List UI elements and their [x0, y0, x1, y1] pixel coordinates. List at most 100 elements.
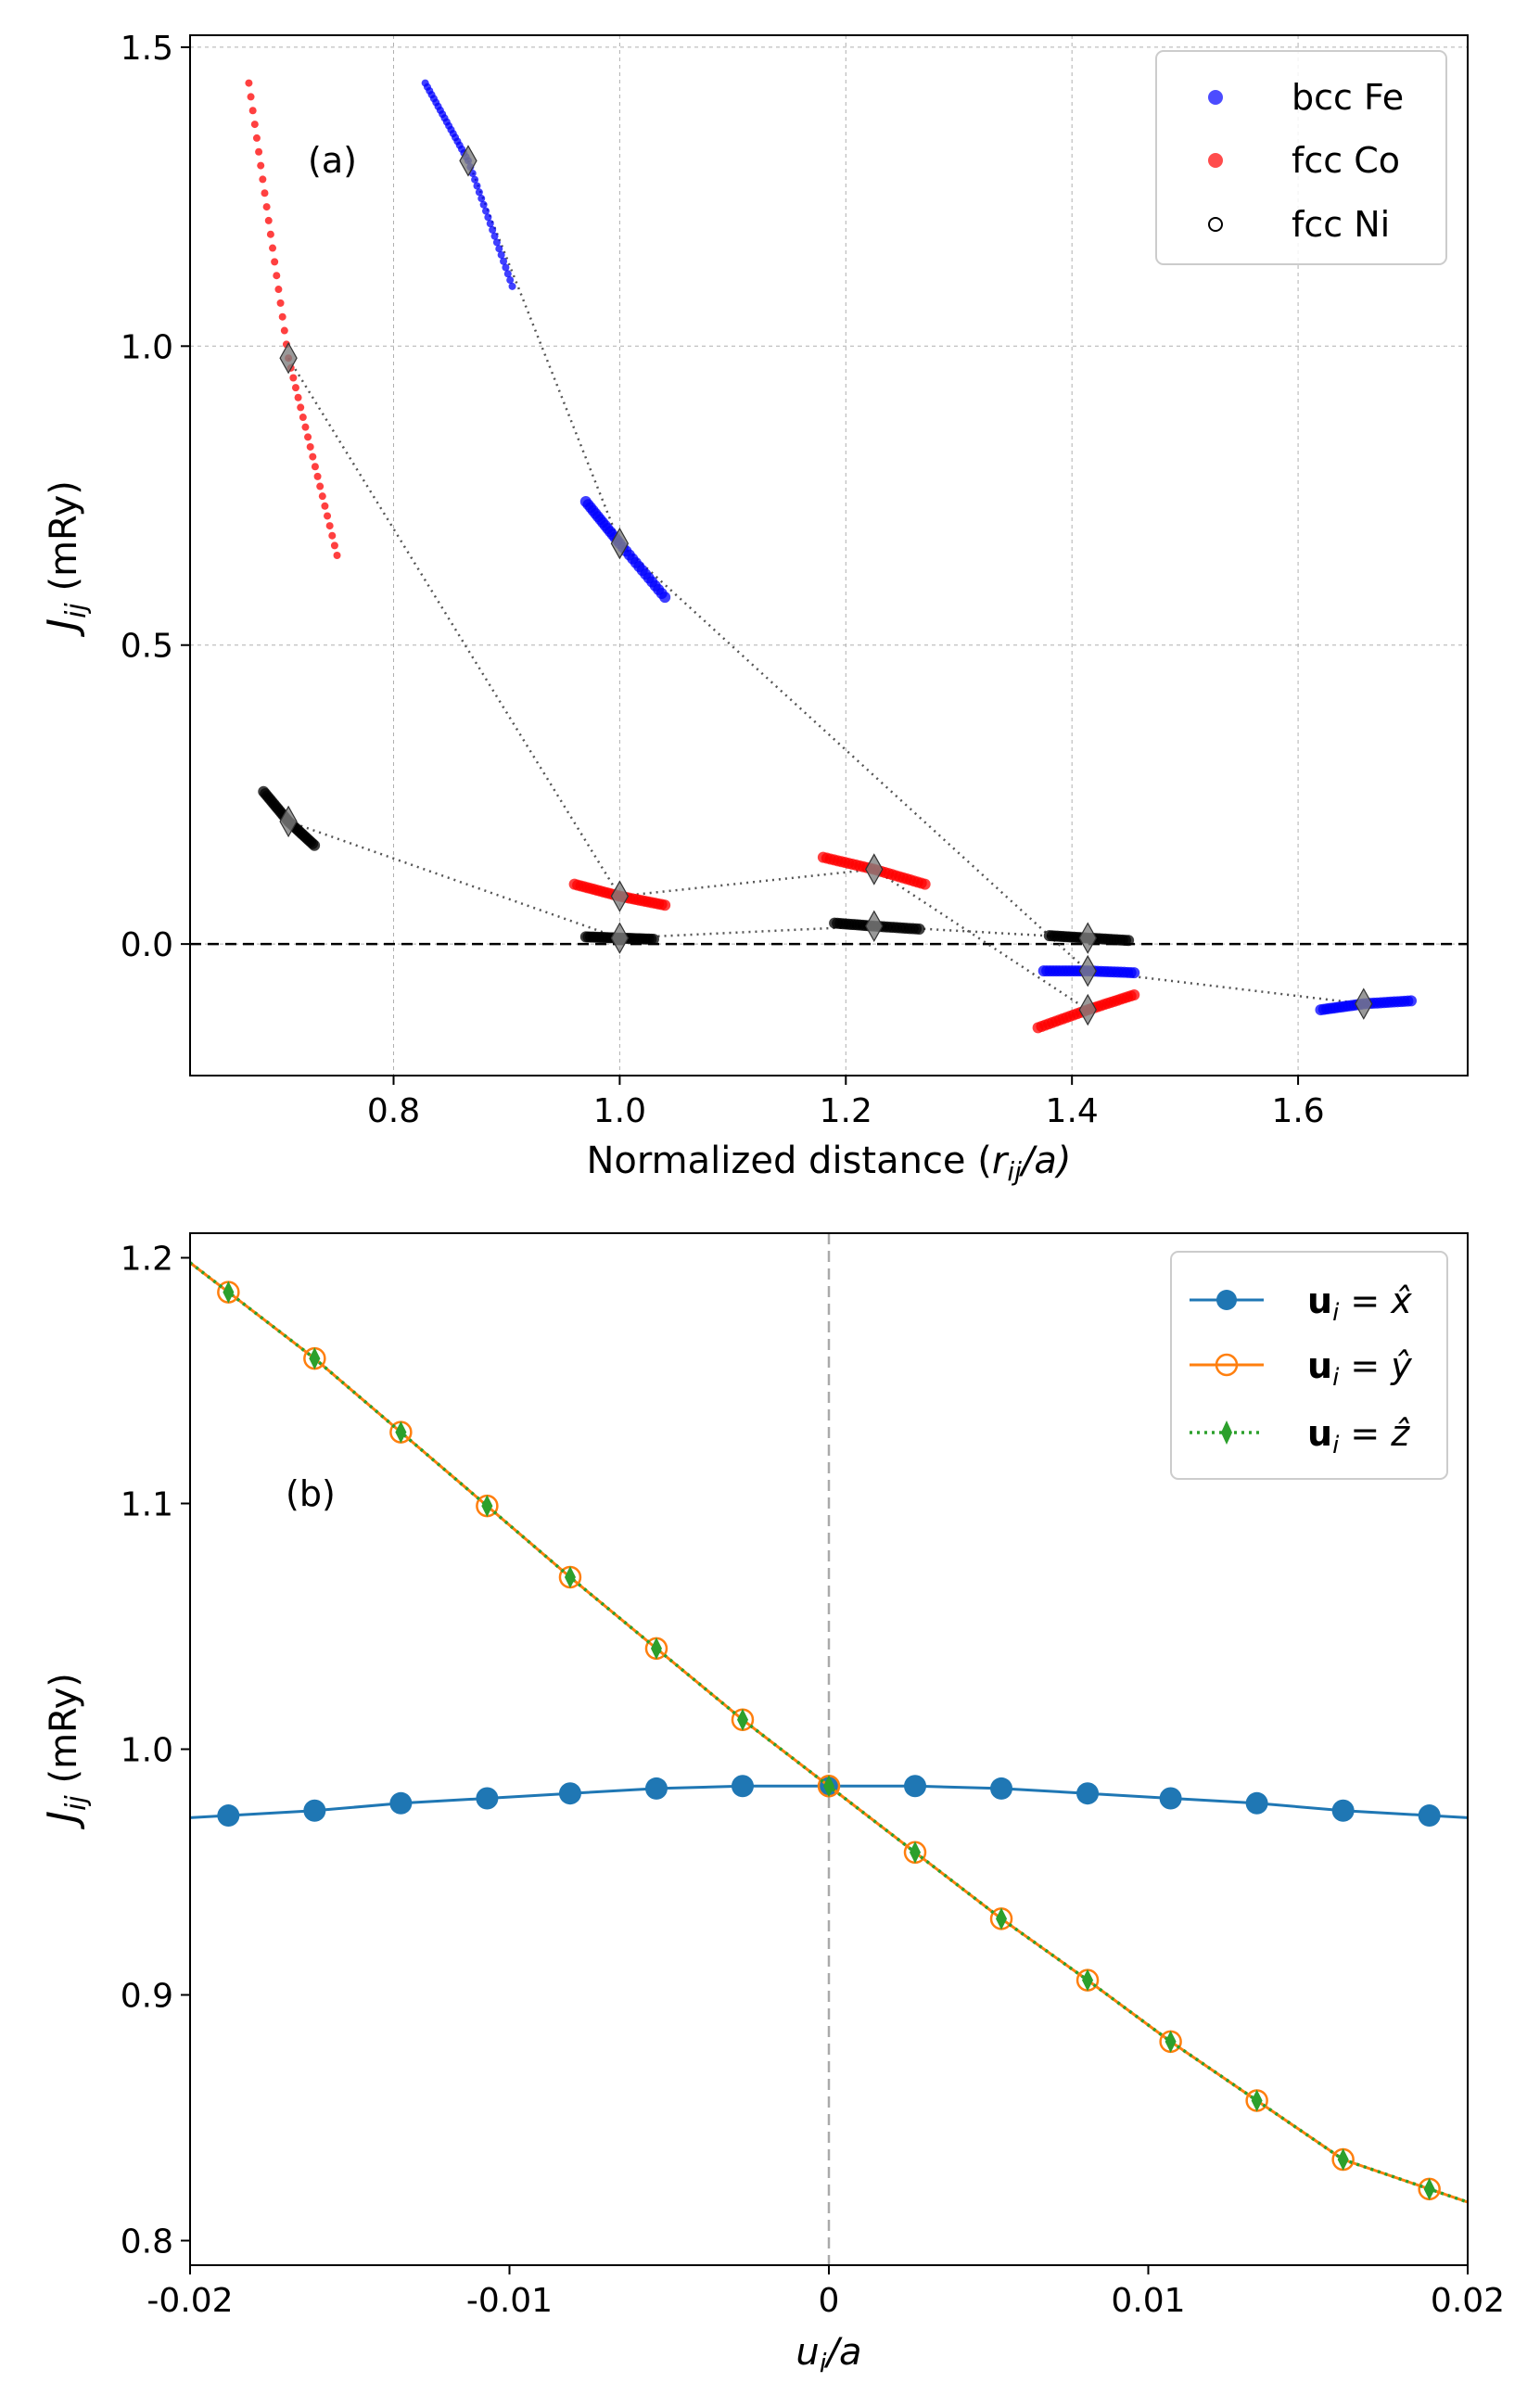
point-fcc-co — [919, 878, 931, 890]
tick-label-x-b: 0 — [819, 2282, 840, 2320]
tick-label-x-a: 0.8 — [367, 1092, 420, 1130]
equilibrium-marker-fcc-co — [865, 853, 884, 885]
series-uz-point — [1423, 2177, 1435, 2200]
segment-bcc-fe — [421, 79, 516, 290]
segment-bcc-fe — [1315, 987, 1418, 1020]
point-fcc-co — [299, 414, 307, 422]
point-fcc-co — [328, 531, 337, 540]
connector-bcc-fe — [466, 159, 1364, 1005]
x-axis-label-b: ui/a — [795, 2331, 861, 2378]
series-ux-point — [731, 1775, 754, 1798]
legend-label-uy: ui = ŷ — [1307, 1345, 1412, 1392]
point-fcc-co — [274, 286, 283, 294]
point-fcc-co — [318, 492, 326, 501]
point-bcc-fe — [489, 225, 497, 234]
point-fcc-co — [261, 189, 269, 197]
panel-a: 0.8 1.0 1.2 1.4 1.6 0.0 0.5 1.0 1.5 (a) Normaliz… — [39, 30, 1469, 1187]
equilibrium-marker-fcc-ni — [610, 922, 630, 954]
panel-label-a: (a) — [308, 140, 357, 181]
point-fcc-co — [269, 244, 277, 252]
series-uz-point — [1082, 1968, 1094, 1992]
legend-marker-bcc-fe — [1208, 90, 1223, 105]
segment-fcc-co — [817, 851, 931, 890]
segment-fcc-co — [568, 878, 671, 912]
series-uz-point — [910, 1841, 922, 1864]
series-uz-point — [564, 1566, 576, 1588]
point-fcc-co — [247, 93, 255, 101]
series-ux-point — [1418, 1804, 1441, 1828]
segment-fcc-ni — [579, 922, 659, 954]
series-ux-point — [389, 1791, 413, 1815]
tick-label-x-a: 1.0 — [593, 1092, 646, 1130]
data-b — [190, 1261, 1468, 2204]
point-fcc-co — [264, 216, 273, 224]
point-fcc-co — [245, 79, 253, 87]
equilibrium-marker-fcc-ni — [865, 910, 884, 943]
point-bcc-fe — [490, 232, 499, 240]
point-fcc-co — [333, 552, 341, 559]
series-uz-point — [1165, 2030, 1177, 2053]
point-fcc-co — [297, 403, 305, 412]
point-fcc-co — [248, 107, 257, 115]
tick-label-y-a: 0.5 — [121, 628, 173, 666]
point-fcc-co — [271, 258, 279, 266]
data-a — [245, 79, 1418, 1034]
tick-label-y-a: 1.5 — [121, 30, 173, 68]
series-uz-point — [1337, 2148, 1349, 2172]
segment-fcc-ni — [258, 785, 321, 851]
segment-fcc-ni — [1043, 922, 1135, 954]
series-ux-point — [558, 1782, 581, 1805]
tick-label-x-a: 1.2 — [820, 1092, 872, 1130]
ticks-b: -0.02 -0.01 0 0.01 0.02 0.8 0.9 1.0 1.1 1.2 — [121, 1241, 1505, 2321]
point-fcc-co — [266, 230, 274, 238]
legend-b: ui = x̂ ui = ŷ ui = ẑ — [1170, 1251, 1448, 1480]
point-bcc-fe — [500, 257, 508, 265]
point-fcc-co — [273, 272, 281, 280]
series-ux-point — [217, 1804, 240, 1828]
ticks-a: 0.8 1.0 1.2 1.4 1.6 0.0 0.5 1.0 1.5 — [121, 30, 1325, 1130]
series-ux-point — [644, 1777, 668, 1800]
tick-label-x-b: -0.01 — [466, 2282, 553, 2320]
point-bcc-fe — [473, 182, 481, 190]
tick-label-y-a: 0.0 — [121, 926, 173, 964]
series-uz — [190, 1261, 1468, 2204]
legend-label-ux: ui = x̂ — [1307, 1280, 1412, 1327]
tick-label-x-a: 1.4 — [1046, 1092, 1099, 1130]
point-bcc-fe — [495, 245, 503, 253]
legend-marker-ux — [1216, 1290, 1237, 1310]
point-fcc-co — [309, 452, 317, 461]
tick-label-x-a: 1.6 — [1271, 1092, 1324, 1130]
point-fcc-co — [325, 522, 334, 530]
point-fcc-co — [294, 393, 302, 401]
legend-marker-uy — [1215, 1353, 1239, 1377]
legend-marker-uz — [1221, 1420, 1232, 1445]
series-ux — [190, 1775, 1468, 1828]
point-bcc-fe — [503, 270, 512, 278]
segment-bcc-fe — [579, 495, 671, 604]
point-fcc-ni — [309, 839, 321, 851]
point-fcc-co — [311, 463, 319, 471]
point-fcc-co — [276, 299, 285, 307]
tick-label-y-b: 1.0 — [121, 1732, 173, 1770]
point-fcc-co — [255, 147, 263, 156]
point-bcc-fe — [502, 263, 510, 272]
segment-fcc-ni — [829, 910, 925, 943]
series-uz-point — [996, 1907, 1008, 1930]
legend-a: bcc Fe fcc Co fcc Ni — [1155, 50, 1447, 265]
segment-fcc-co — [1032, 988, 1140, 1034]
point-bcc-fe — [471, 175, 479, 184]
point-fcc-co — [301, 423, 310, 431]
point-fcc-co — [306, 442, 314, 451]
series-uz-point — [736, 1708, 748, 1731]
point-fcc-co — [324, 512, 332, 520]
point-fcc-co — [257, 161, 265, 170]
series-uz-point — [223, 1280, 235, 1304]
axes-frame-a — [189, 34, 1469, 1076]
tick-label-y-b: 1.2 — [121, 1241, 173, 1279]
legend-frame-a — [1155, 50, 1447, 265]
point-fcc-co — [291, 384, 299, 392]
panel-label-b: (b) — [286, 1473, 336, 1514]
point-fcc-co — [262, 203, 271, 211]
